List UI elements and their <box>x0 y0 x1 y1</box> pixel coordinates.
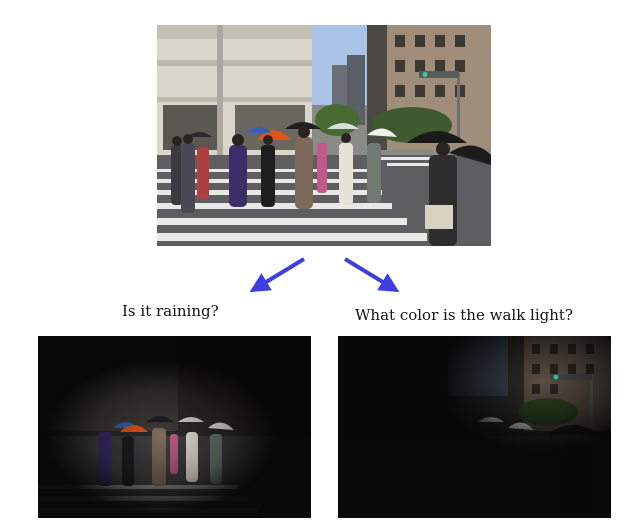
attention-map-raining <box>38 336 311 518</box>
blue-umbrella <box>247 127 271 133</box>
pedestrians <box>171 126 457 246</box>
black-umbrella <box>407 131 467 143</box>
black-umbrella <box>285 122 321 129</box>
arrow-down-right-icon <box>343 257 400 293</box>
walk-light <box>419 71 459 78</box>
black-umbrella <box>449 145 491 165</box>
arrow-down-left-icon <box>249 257 306 293</box>
attention-scene-walk-light <box>338 336 611 518</box>
question-left: Is it raining? <box>122 302 219 320</box>
attention-scene-raining <box>38 336 311 518</box>
white-umbrella <box>367 128 397 137</box>
street-crossing-photo <box>157 25 491 246</box>
tree <box>315 104 359 136</box>
attention-mask <box>38 336 311 518</box>
question-right: What color is the walk light? <box>355 306 573 324</box>
attention-map-walk-light <box>338 336 611 518</box>
attention-mask <box>338 336 611 518</box>
street-scene <box>157 25 491 246</box>
walk-light-lamp <box>422 72 428 77</box>
light-pole <box>217 25 223 165</box>
white-umbrella <box>327 123 359 129</box>
